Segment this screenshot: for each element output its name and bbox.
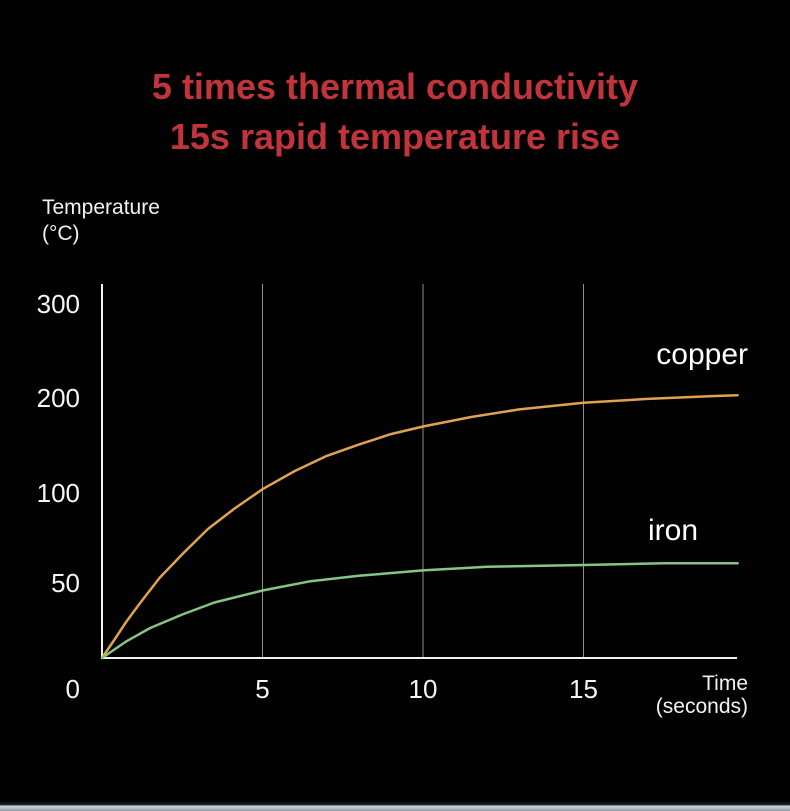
copper-curve xyxy=(100,393,739,660)
headline-line-1: 5 times thermal conductivity xyxy=(151,66,639,107)
x-axis-title-line-2: (seconds) xyxy=(655,695,748,718)
copper-series-label: copper xyxy=(656,338,748,371)
y-axis-title-line-1: Temperature xyxy=(42,196,160,219)
x-axis-title-line-1: Time xyxy=(702,672,748,695)
y-tick-50: 50 xyxy=(51,568,80,598)
y-axis-title: Temperature (°C) xyxy=(42,195,160,247)
x-tick-10: 10 xyxy=(408,674,438,704)
iron-curve xyxy=(100,561,739,660)
y-axis-title-line-2: (°C) xyxy=(42,222,80,245)
iron-series-label: iron xyxy=(648,514,699,547)
x-tick-15: 15 xyxy=(569,674,598,704)
y-tick-100: 100 xyxy=(36,478,80,508)
bottom-edge-strip xyxy=(0,802,790,811)
y-tick-200: 200 xyxy=(36,383,80,413)
y-tick-300: 300 xyxy=(36,289,80,319)
x-axis-title: Time (seconds) xyxy=(656,672,748,718)
x-tick-5: 5 xyxy=(255,674,270,704)
headline-line-2: 15s rapid temperature rise xyxy=(169,116,621,157)
x-tick-0: 0 xyxy=(65,674,80,704)
headline: 5 times thermal conductivity 15s rapid t… xyxy=(0,62,790,162)
